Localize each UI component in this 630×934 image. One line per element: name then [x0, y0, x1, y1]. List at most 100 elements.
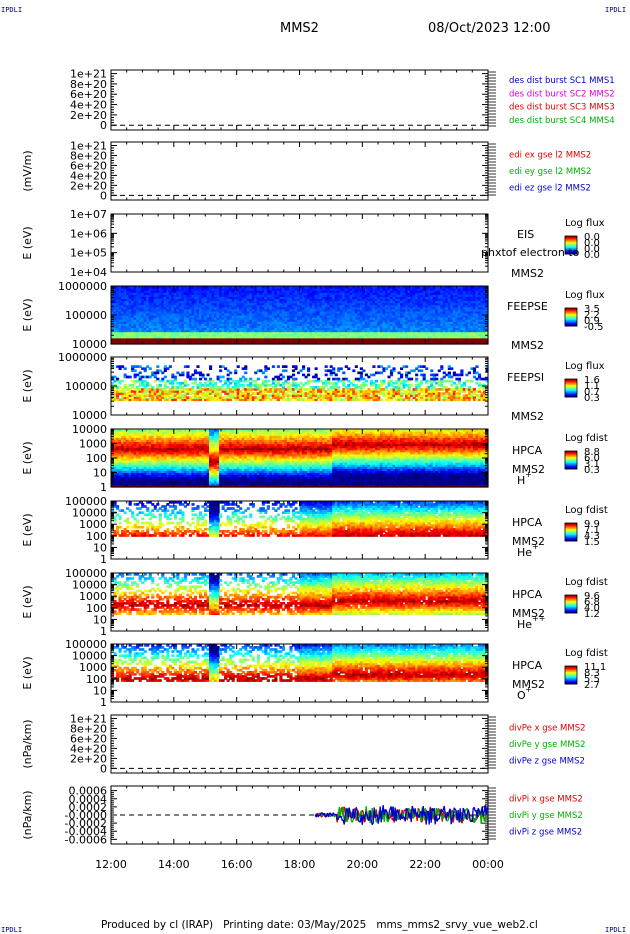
spectrogram-cell [158, 302, 162, 306]
spectrogram-cell [193, 331, 198, 335]
spectrogram-cell [198, 341, 203, 345]
spectrogram-cell [158, 333, 162, 337]
spectrogram-cell [234, 292, 238, 295]
y-tick-label: 4e+20 [70, 99, 107, 112]
spectrogram-cell [168, 298, 172, 302]
spectrogram-cell [191, 315, 195, 318]
spectrogram-cell [173, 300, 177, 304]
spectrogram-cell [181, 337, 185, 341]
spectrogram-cell [198, 296, 203, 300]
spectrogram-cell [141, 331, 145, 335]
spectrogram-cell [266, 302, 270, 306]
spectrogram-cell [264, 329, 268, 333]
spectrogram-cell [234, 312, 238, 316]
spectrogram-cell [186, 308, 190, 312]
spectrogram-cell [181, 339, 185, 343]
spectrogram-cell [143, 331, 147, 335]
spectrogram-cell [148, 323, 152, 326]
spectrogram-cell [224, 331, 228, 335]
spectrogram-cell [201, 329, 205, 333]
spectrogram-cell [191, 286, 195, 289]
spectrogram-cell [151, 312, 155, 316]
spectrogram-cell [168, 288, 172, 291]
spectrogram-cell [163, 323, 167, 326]
spectrogram-cell [224, 337, 228, 341]
spectrogram-cell [216, 323, 220, 326]
spectrogram-cell [266, 333, 270, 337]
spectrogram-cell [116, 335, 120, 339]
spectrogram-cell [123, 288, 127, 291]
y-axis-label: (mV/m) [21, 150, 34, 191]
spectrogram-cell [181, 333, 185, 337]
spectrogram-cell [214, 319, 218, 322]
spectrogram-cell [186, 339, 190, 343]
spectrogram-cell [231, 315, 235, 318]
spectrogram-cell [133, 286, 137, 289]
spectrogram-cell [113, 292, 117, 295]
spectrogram-cell [166, 290, 170, 293]
spectrogram-cell [188, 321, 193, 324]
spectrogram-cell [261, 296, 265, 300]
spectrogram-cell [224, 306, 228, 310]
spectrogram-cell [176, 298, 180, 302]
spectrogram-cell [254, 304, 258, 308]
spectrogram-cell [111, 319, 115, 322]
spectrogram-cell [193, 337, 198, 341]
spectrogram-cell [193, 304, 198, 308]
spectrogram-cell [151, 321, 155, 324]
spectrogram-cell [198, 304, 203, 308]
spectrogram-cell [201, 331, 205, 335]
spectrogram-cell [131, 339, 135, 343]
spectrogram-cell [141, 323, 145, 326]
spectrogram-cell [176, 290, 180, 293]
spectrogram-cell [113, 315, 117, 318]
spectrogram-cell [193, 341, 198, 345]
spectrogram-cell [123, 317, 127, 320]
spectrogram-cell [118, 317, 122, 320]
spectrogram-cell [151, 304, 155, 308]
spectrogram-cell [224, 312, 228, 316]
spectrogram-cell [186, 337, 190, 341]
spectrogram-cell [224, 333, 228, 337]
spectrogram-cell [123, 290, 127, 293]
spectrogram-cell [151, 286, 155, 289]
spectrogram-cell [186, 323, 190, 326]
spectrogram-cell [131, 329, 135, 333]
spectrogram-cell [163, 306, 167, 310]
spectrogram-cell [198, 298, 203, 302]
spectrogram-cell [136, 329, 140, 333]
spectrogram-cell [219, 288, 223, 291]
spectrogram-cell [211, 298, 215, 302]
spectrogram-cell [244, 327, 248, 331]
spectrogram-cell [241, 304, 245, 308]
spectrogram-cell [203, 310, 208, 314]
spectrogram-cell [146, 317, 150, 320]
y-tick-label: 1e+07 [70, 208, 107, 221]
spectrogram-cell [128, 375, 132, 379]
spectrogram-cell [151, 327, 155, 331]
spectrogram-cell [209, 317, 213, 320]
spectrogram-cell [226, 304, 230, 308]
spectrogram-cell [183, 290, 187, 293]
spectrogram-cell [211, 319, 215, 322]
spectrogram-cell [121, 294, 125, 297]
colorbar-cell [565, 245, 577, 247]
spectrogram-cell [171, 310, 175, 314]
spectrogram-cell [188, 323, 193, 326]
spectrogram-cell [178, 310, 182, 314]
spectrogram-cell [148, 333, 152, 337]
spectrogram-cell [206, 292, 210, 295]
spectrogram-cell [264, 333, 268, 337]
spectrogram-cell [231, 300, 235, 304]
spectrogram-cell [214, 321, 218, 324]
spectrogram-cell [241, 286, 245, 289]
spectrogram-cell [168, 292, 172, 295]
spectrogram-cell [193, 310, 198, 314]
spectrogram-cell [206, 331, 210, 335]
spectrogram-cell [113, 341, 117, 345]
spectrogram-cell [261, 327, 265, 331]
spectrogram-cell [163, 339, 167, 343]
spectrogram-cell [203, 327, 208, 331]
spectrogram-cell [113, 329, 117, 333]
spectrogram-cell [246, 302, 250, 306]
